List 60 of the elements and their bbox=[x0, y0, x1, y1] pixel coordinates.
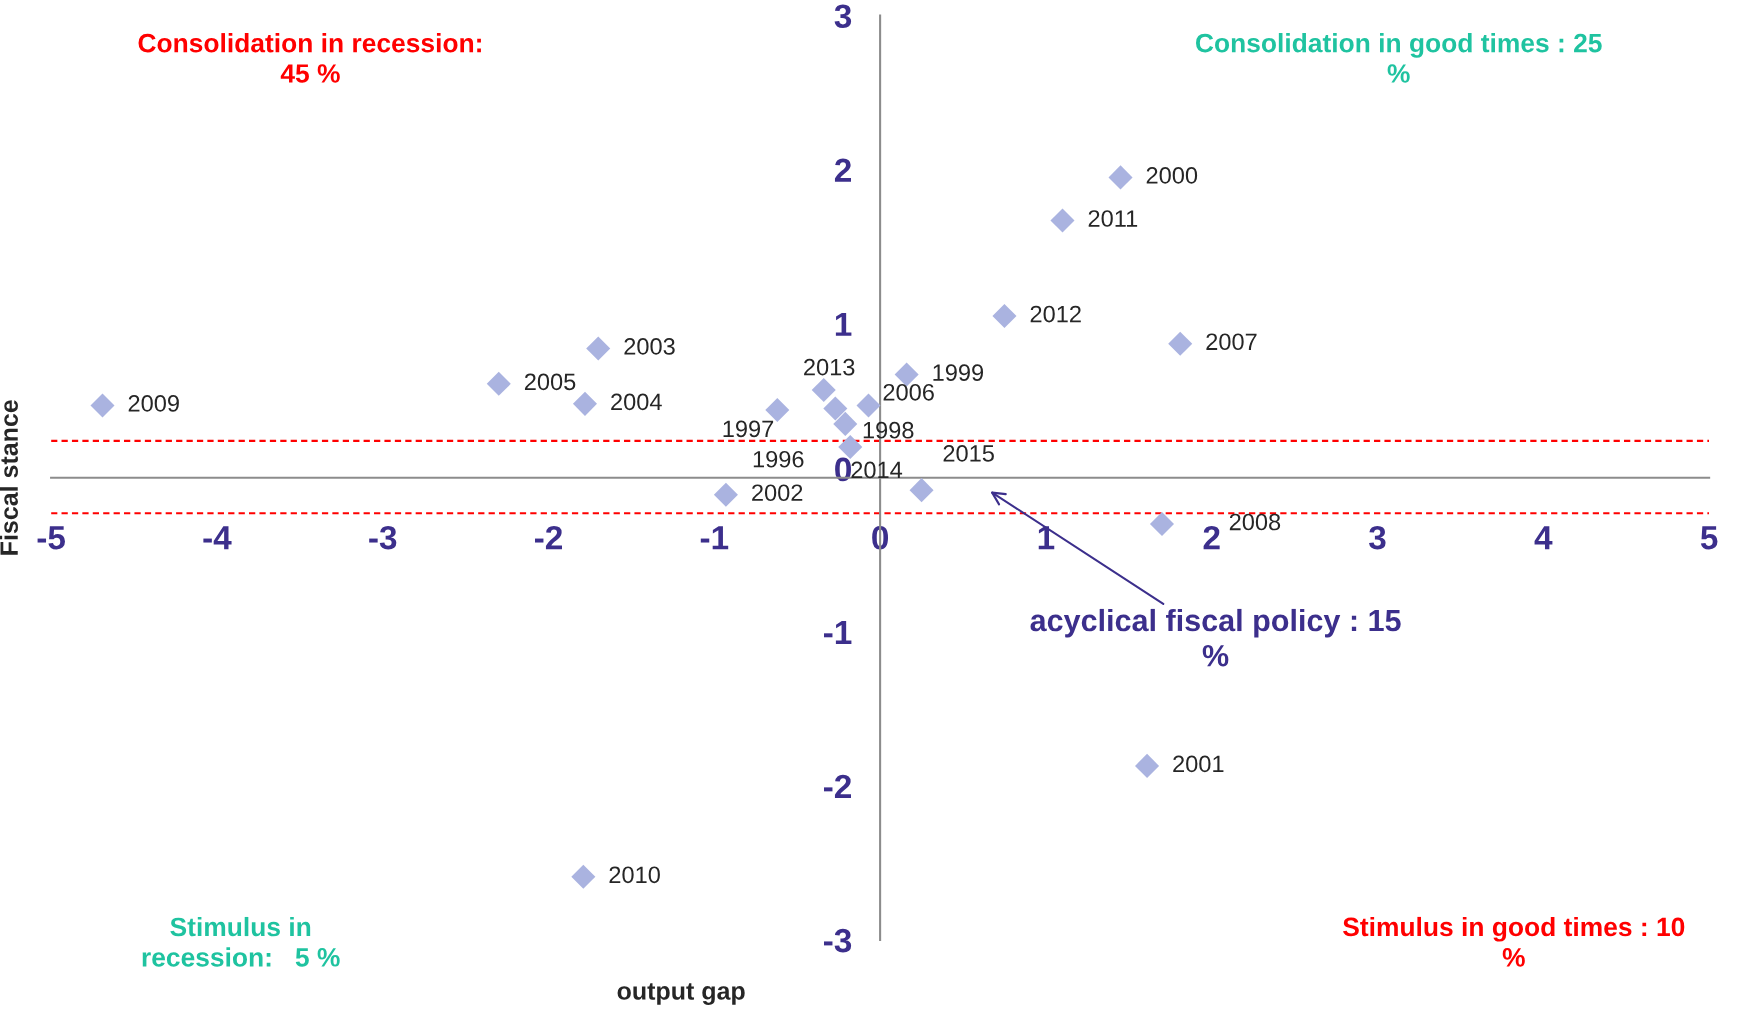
annotation: 1999 bbox=[933, 364, 984, 381]
annotation: 2005 bbox=[524, 373, 576, 391]
x-tick-label: -5 bbox=[37, 526, 65, 550]
y-tick-label: 3 bbox=[834, 4, 852, 29]
y-tick-label: 1 bbox=[835, 312, 852, 336]
y-tick-label: -2 bbox=[824, 774, 851, 799]
annotation: 2008 bbox=[1229, 513, 1281, 531]
annotation: 2006 bbox=[883, 383, 934, 401]
point bbox=[856, 393, 881, 418]
y-tick-label: -1 bbox=[824, 621, 852, 644]
x-tick-label: -2 bbox=[534, 525, 562, 550]
annotation: Stimulus in good times : 10 % bbox=[1343, 916, 1685, 967]
point bbox=[833, 411, 858, 436]
annotation: 1997 bbox=[723, 420, 774, 438]
annotation: 2004 bbox=[611, 393, 662, 411]
x-tick-label: 3 bbox=[1369, 525, 1386, 550]
annotation: 2000 bbox=[1146, 167, 1198, 184]
x-tick-label: 1 bbox=[1038, 526, 1055, 550]
x-tick-label: -3 bbox=[369, 525, 397, 550]
x-tick-label: 5 bbox=[1700, 526, 1718, 550]
point bbox=[1168, 331, 1193, 356]
y-axis-title: Fiscal stance bbox=[0, 400, 18, 555]
point bbox=[586, 336, 611, 361]
point bbox=[1135, 753, 1160, 778]
point bbox=[572, 391, 598, 416]
annotation: 1998 bbox=[863, 421, 914, 439]
x-tick-label: 4 bbox=[1534, 526, 1553, 550]
annotation: 2002 bbox=[752, 484, 803, 502]
point bbox=[909, 478, 934, 503]
x-tick-label: 2 bbox=[1203, 525, 1220, 550]
annotation: 1996 bbox=[753, 450, 804, 468]
point bbox=[486, 371, 511, 396]
annotation: 2013 bbox=[804, 358, 855, 376]
annotation: 2003 bbox=[624, 338, 675, 355]
point bbox=[90, 393, 115, 418]
y-tick-label: 2 bbox=[834, 158, 851, 182]
annotation: 2012 bbox=[1030, 305, 1081, 323]
annotation: Consolidation in good times : 25 % bbox=[1196, 33, 1602, 83]
point bbox=[571, 864, 596, 889]
annotation: 2015 bbox=[943, 445, 994, 462]
annotation: 2001 bbox=[1173, 755, 1224, 773]
point bbox=[992, 304, 1017, 329]
x-axis-title: output gap bbox=[617, 983, 745, 1005]
point bbox=[823, 396, 848, 421]
annotation: 2010 bbox=[609, 866, 660, 884]
point bbox=[1108, 165, 1133, 190]
annotation: acyclical fiscal policy : 15 % bbox=[1030, 608, 1401, 667]
point bbox=[1050, 208, 1075, 233]
annotation: 2014 bbox=[851, 461, 903, 479]
annotation: 2007 bbox=[1206, 333, 1257, 351]
y-tick-label: -3 bbox=[824, 928, 852, 953]
annotation: 2009 bbox=[128, 395, 179, 412]
point bbox=[811, 377, 836, 403]
annotation: Consolidation in recession: 45 % bbox=[138, 33, 481, 83]
point bbox=[713, 482, 738, 507]
x-tick-label: -4 bbox=[203, 526, 232, 550]
point bbox=[1149, 512, 1174, 537]
annotation: Stimulus in recession: 5 % bbox=[142, 916, 340, 967]
x-tick-label: -1 bbox=[700, 526, 729, 550]
annotation: 2011 bbox=[1088, 210, 1138, 227]
